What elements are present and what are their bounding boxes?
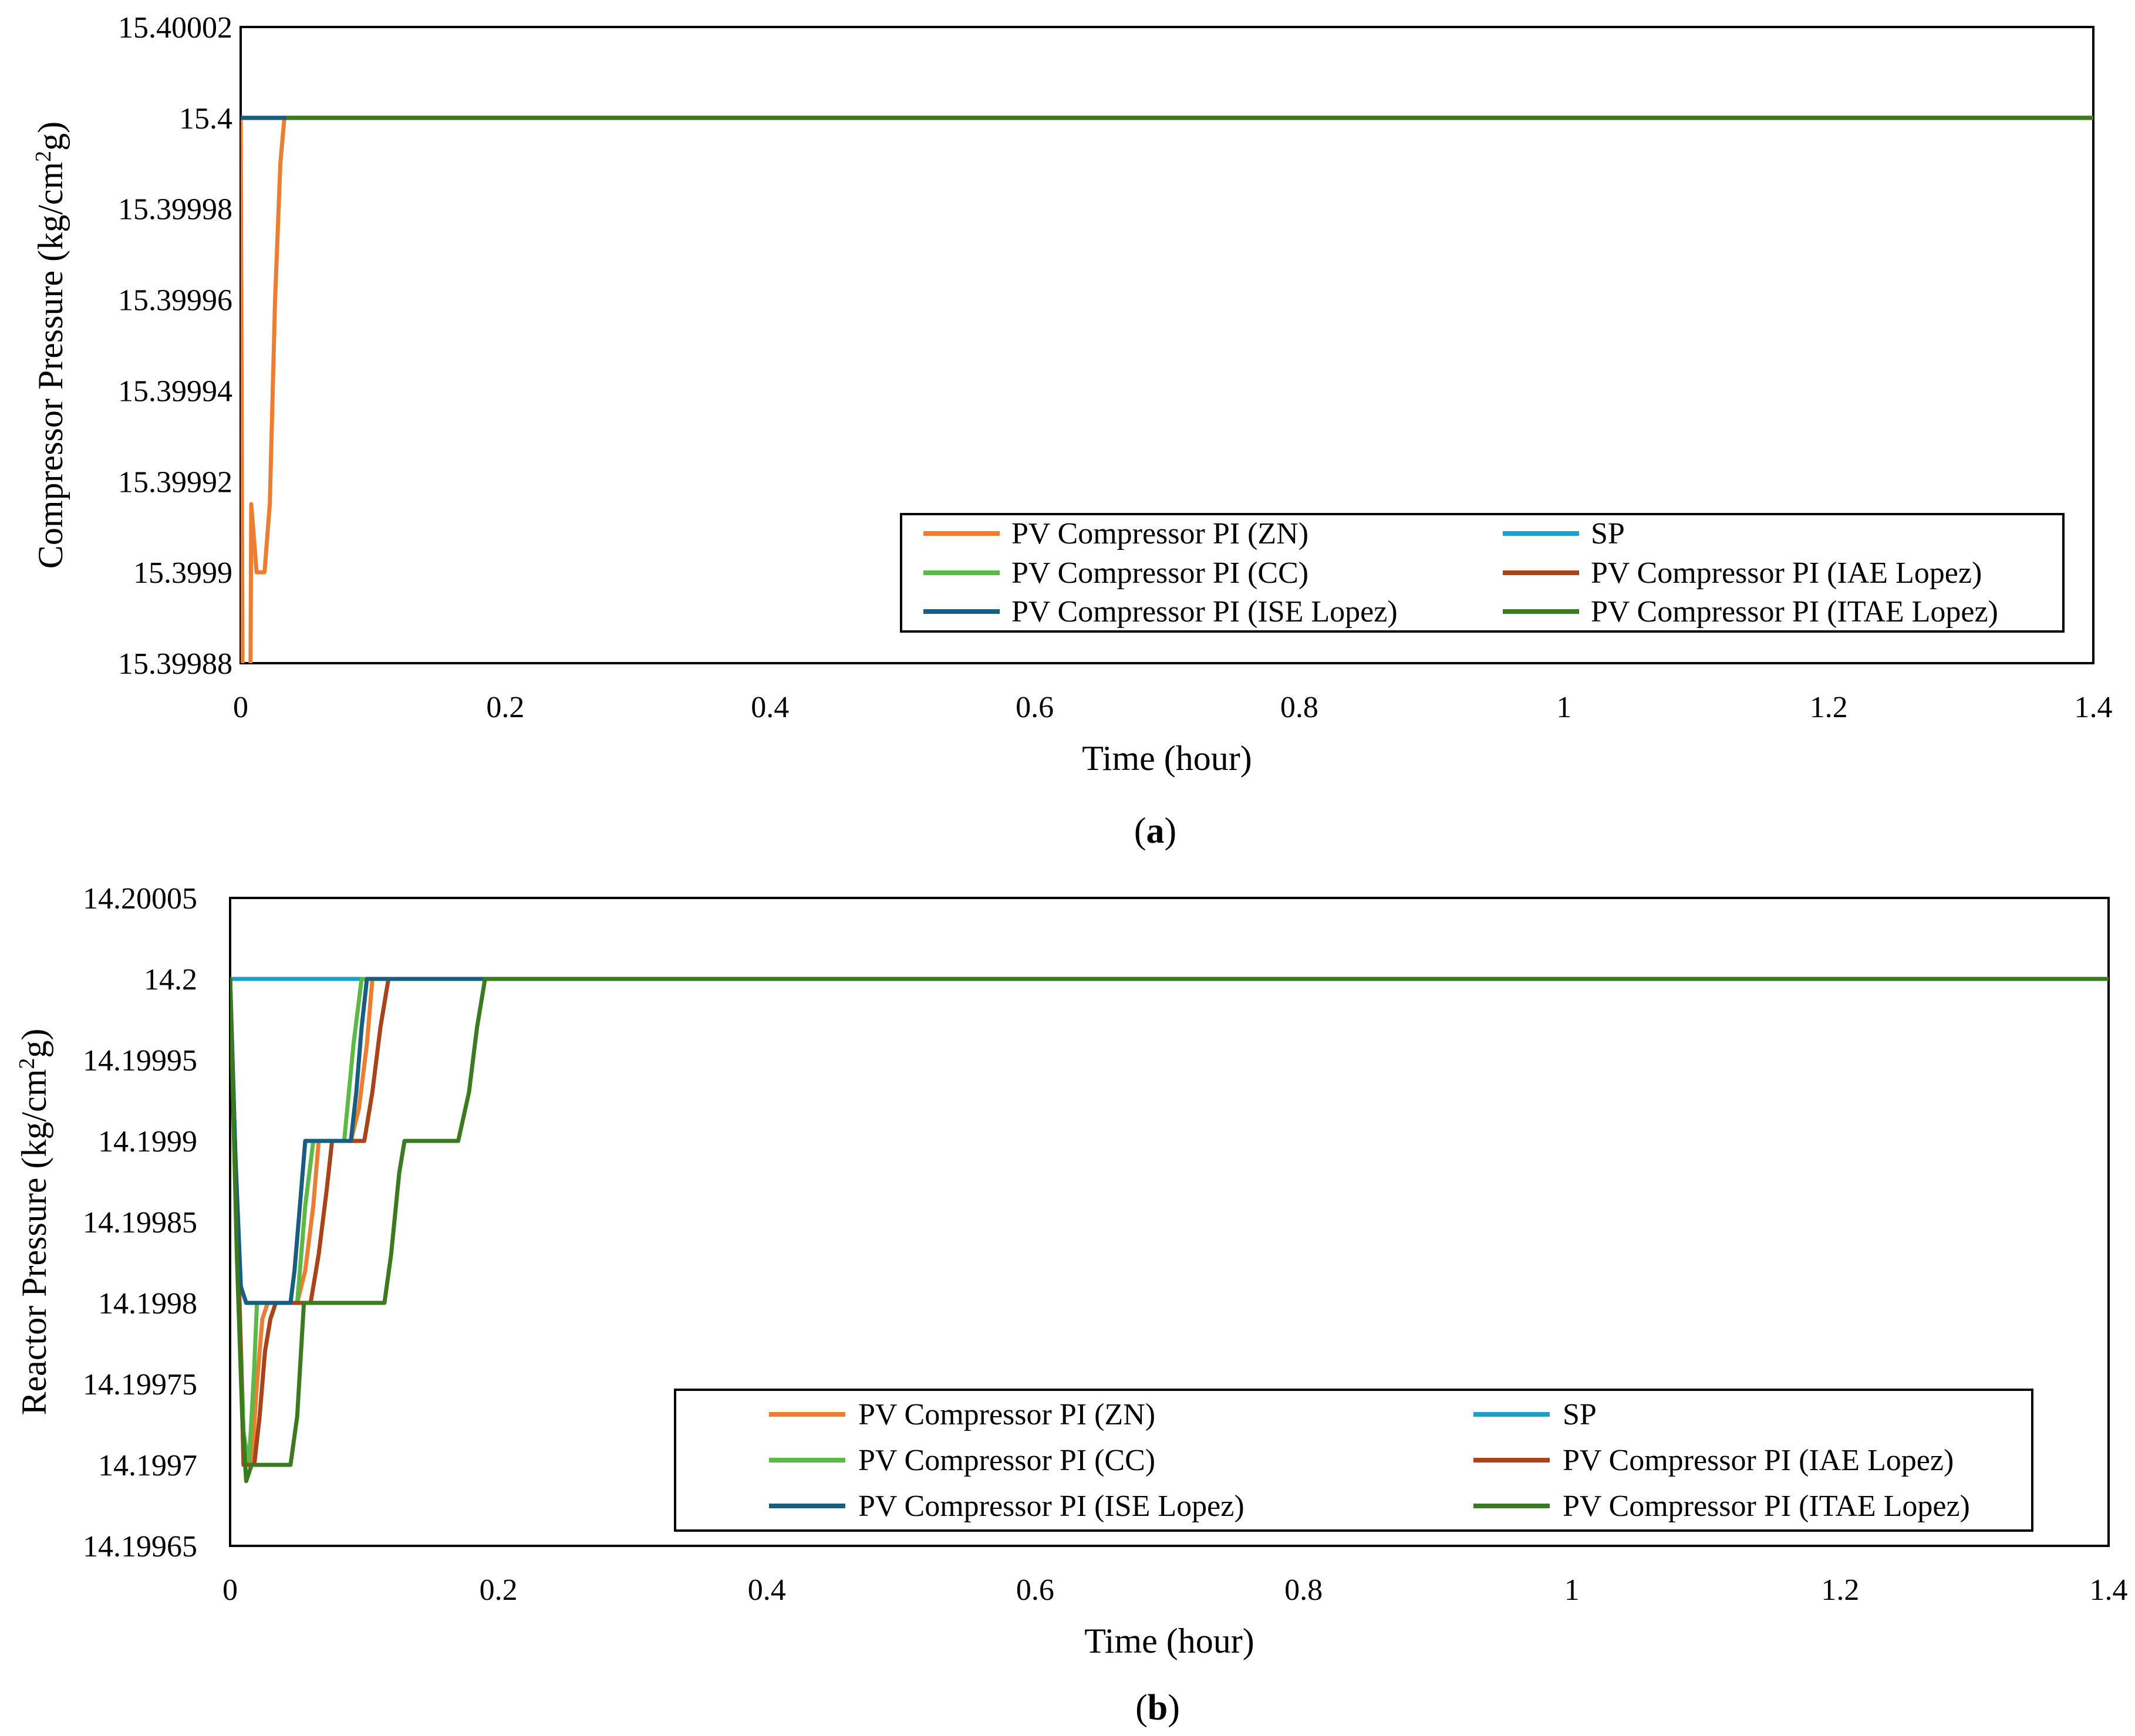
chart-a: 15.39988 15.3999 15.39992 15.39994 15.39996 1… [31, 11, 2113, 851]
y-tick-label: 14.1997 [98, 1449, 197, 1482]
y-tick-label: 14.2 [144, 963, 197, 997]
series-line-iae [230, 977, 2109, 1467]
x-tick-label: 1.2 [1821, 1573, 1859, 1607]
caption-close: ) [1165, 811, 1177, 851]
legend-label-ise: PV Compressor PI (ISE Lopez) [858, 1490, 1244, 1523]
y-tick-label: 15.39996 [118, 284, 232, 318]
y-tick-label: 15.39992 [118, 465, 232, 499]
x-tick-label: 0.4 [751, 691, 789, 724]
y-tick-label: 15.40002 [118, 11, 232, 45]
legend-label-ise: PV Compressor PI (ISE Lopez) [1011, 595, 1398, 629]
legend-label-iae: PV Compressor PI (IAE Lopez) [1563, 1444, 1954, 1477]
x-tick-label: 0.6 [1016, 1573, 1054, 1607]
y-axis-title-unit: g) [31, 121, 70, 151]
y-tick-label: 15.4 [179, 102, 232, 136]
legend-label-cc: PV Compressor PI (CC) [1011, 556, 1308, 590]
series-line-zn [230, 977, 2109, 1467]
x-tick-label: 1.2 [1810, 691, 1848, 724]
legend-label-zn: PV Compressor PI (ZN) [1011, 517, 1308, 550]
legend-label-zn: PV Compressor PI (ZN) [858, 1398, 1155, 1431]
caption-open: ( [1135, 1688, 1148, 1728]
x-axis-title: Time (hour) [1084, 1622, 1254, 1660]
y-axis-title-superscript: 2 [15, 1058, 39, 1069]
y-axis-title: Compressor Pressure (kg/cm2g) [31, 121, 70, 569]
y-axis-title-text: Compressor Pressure (kg/cm [31, 162, 70, 569]
legend-box [900, 513, 2065, 633]
y-tick-label: 15.3999 [133, 556, 232, 590]
legend-label-sp: SP [1591, 517, 1625, 550]
caption-close: ) [1168, 1688, 1180, 1728]
caption-letter: b [1148, 1688, 1168, 1728]
series-line-itae [230, 977, 2109, 1484]
caption-open: ( [1134, 811, 1146, 851]
x-tick-label: 0.8 [1280, 691, 1318, 724]
x-tick-label: 1 [1556, 691, 1571, 724]
legend-label-itae: PV Compressor PI (ITAE Lopez) [1563, 1490, 1970, 1523]
series-lines [241, 116, 2093, 663]
series-line-cc [230, 977, 2109, 1467]
y-tick-label: 14.1999 [98, 1125, 197, 1159]
y-axis-title-unit: g) [15, 1029, 53, 1058]
x-axis-title: Time (hour) [1082, 739, 1252, 778]
y-tick-label: 14.1998 [98, 1287, 197, 1320]
series-line-ise [230, 977, 2109, 1305]
legend-label-sp: SP [1563, 1398, 1597, 1431]
legend-label-iae: PV Compressor PI (IAE Lopez) [1591, 556, 1982, 590]
legend-label-cc: PV Compressor PI (CC) [858, 1444, 1155, 1477]
y-axis-title-text: Reactor Pressure (kg/cm [15, 1069, 53, 1416]
y-tick-label: 14.19985 [83, 1206, 197, 1239]
series-lines [230, 977, 2109, 1484]
y-tick-label: 14.19995 [83, 1044, 197, 1078]
caption-letter: a [1146, 811, 1165, 851]
plot-area [229, 897, 2110, 1547]
y-tick-label: 14.20005 [83, 882, 197, 916]
y-tick-label: 15.39998 [118, 193, 232, 227]
x-tick-label: 1 [1564, 1573, 1580, 1607]
y-tick-label: 14.19965 [83, 1530, 197, 1563]
y-axis-title-superscript: 2 [31, 151, 56, 162]
y-axis-title: Reactor Pressure (kg/cm2g) [15, 1029, 53, 1416]
x-tick-label: 0 [233, 691, 248, 724]
x-tick-label: 1.4 [2075, 691, 2113, 724]
legend: PV Compressor PI (ZN) SP PV Compressor PI … [900, 513, 2065, 633]
panel-caption: (a) [1134, 811, 1176, 851]
x-tick-label: 0.8 [1284, 1573, 1323, 1607]
legend-box [674, 1389, 2033, 1532]
x-tick-label: 0.2 [486, 691, 524, 724]
legend-label-itae: PV Compressor PI (ITAE Lopez) [1591, 595, 1998, 629]
x-tick-label: 0 [222, 1573, 238, 1607]
y-tick-label: 14.19975 [83, 1368, 197, 1401]
x-tick-label: 1.4 [2090, 1573, 2128, 1607]
x-tick-label: 0.4 [748, 1573, 786, 1607]
panel-caption: (b) [1135, 1688, 1180, 1728]
legend: PV Compressor PI (ZN) SP PV Compressor PI … [674, 1389, 2033, 1532]
y-tick-label: 15.39988 [118, 647, 232, 681]
x-tick-label: 0.6 [1016, 691, 1054, 724]
y-tick-label: 15.39994 [118, 374, 232, 408]
x-tick-label: 0.2 [480, 1573, 518, 1607]
chart-b: 14.19965 14.1997 14.19975 14.1998 14.19985 14… [15, 882, 2128, 1728]
